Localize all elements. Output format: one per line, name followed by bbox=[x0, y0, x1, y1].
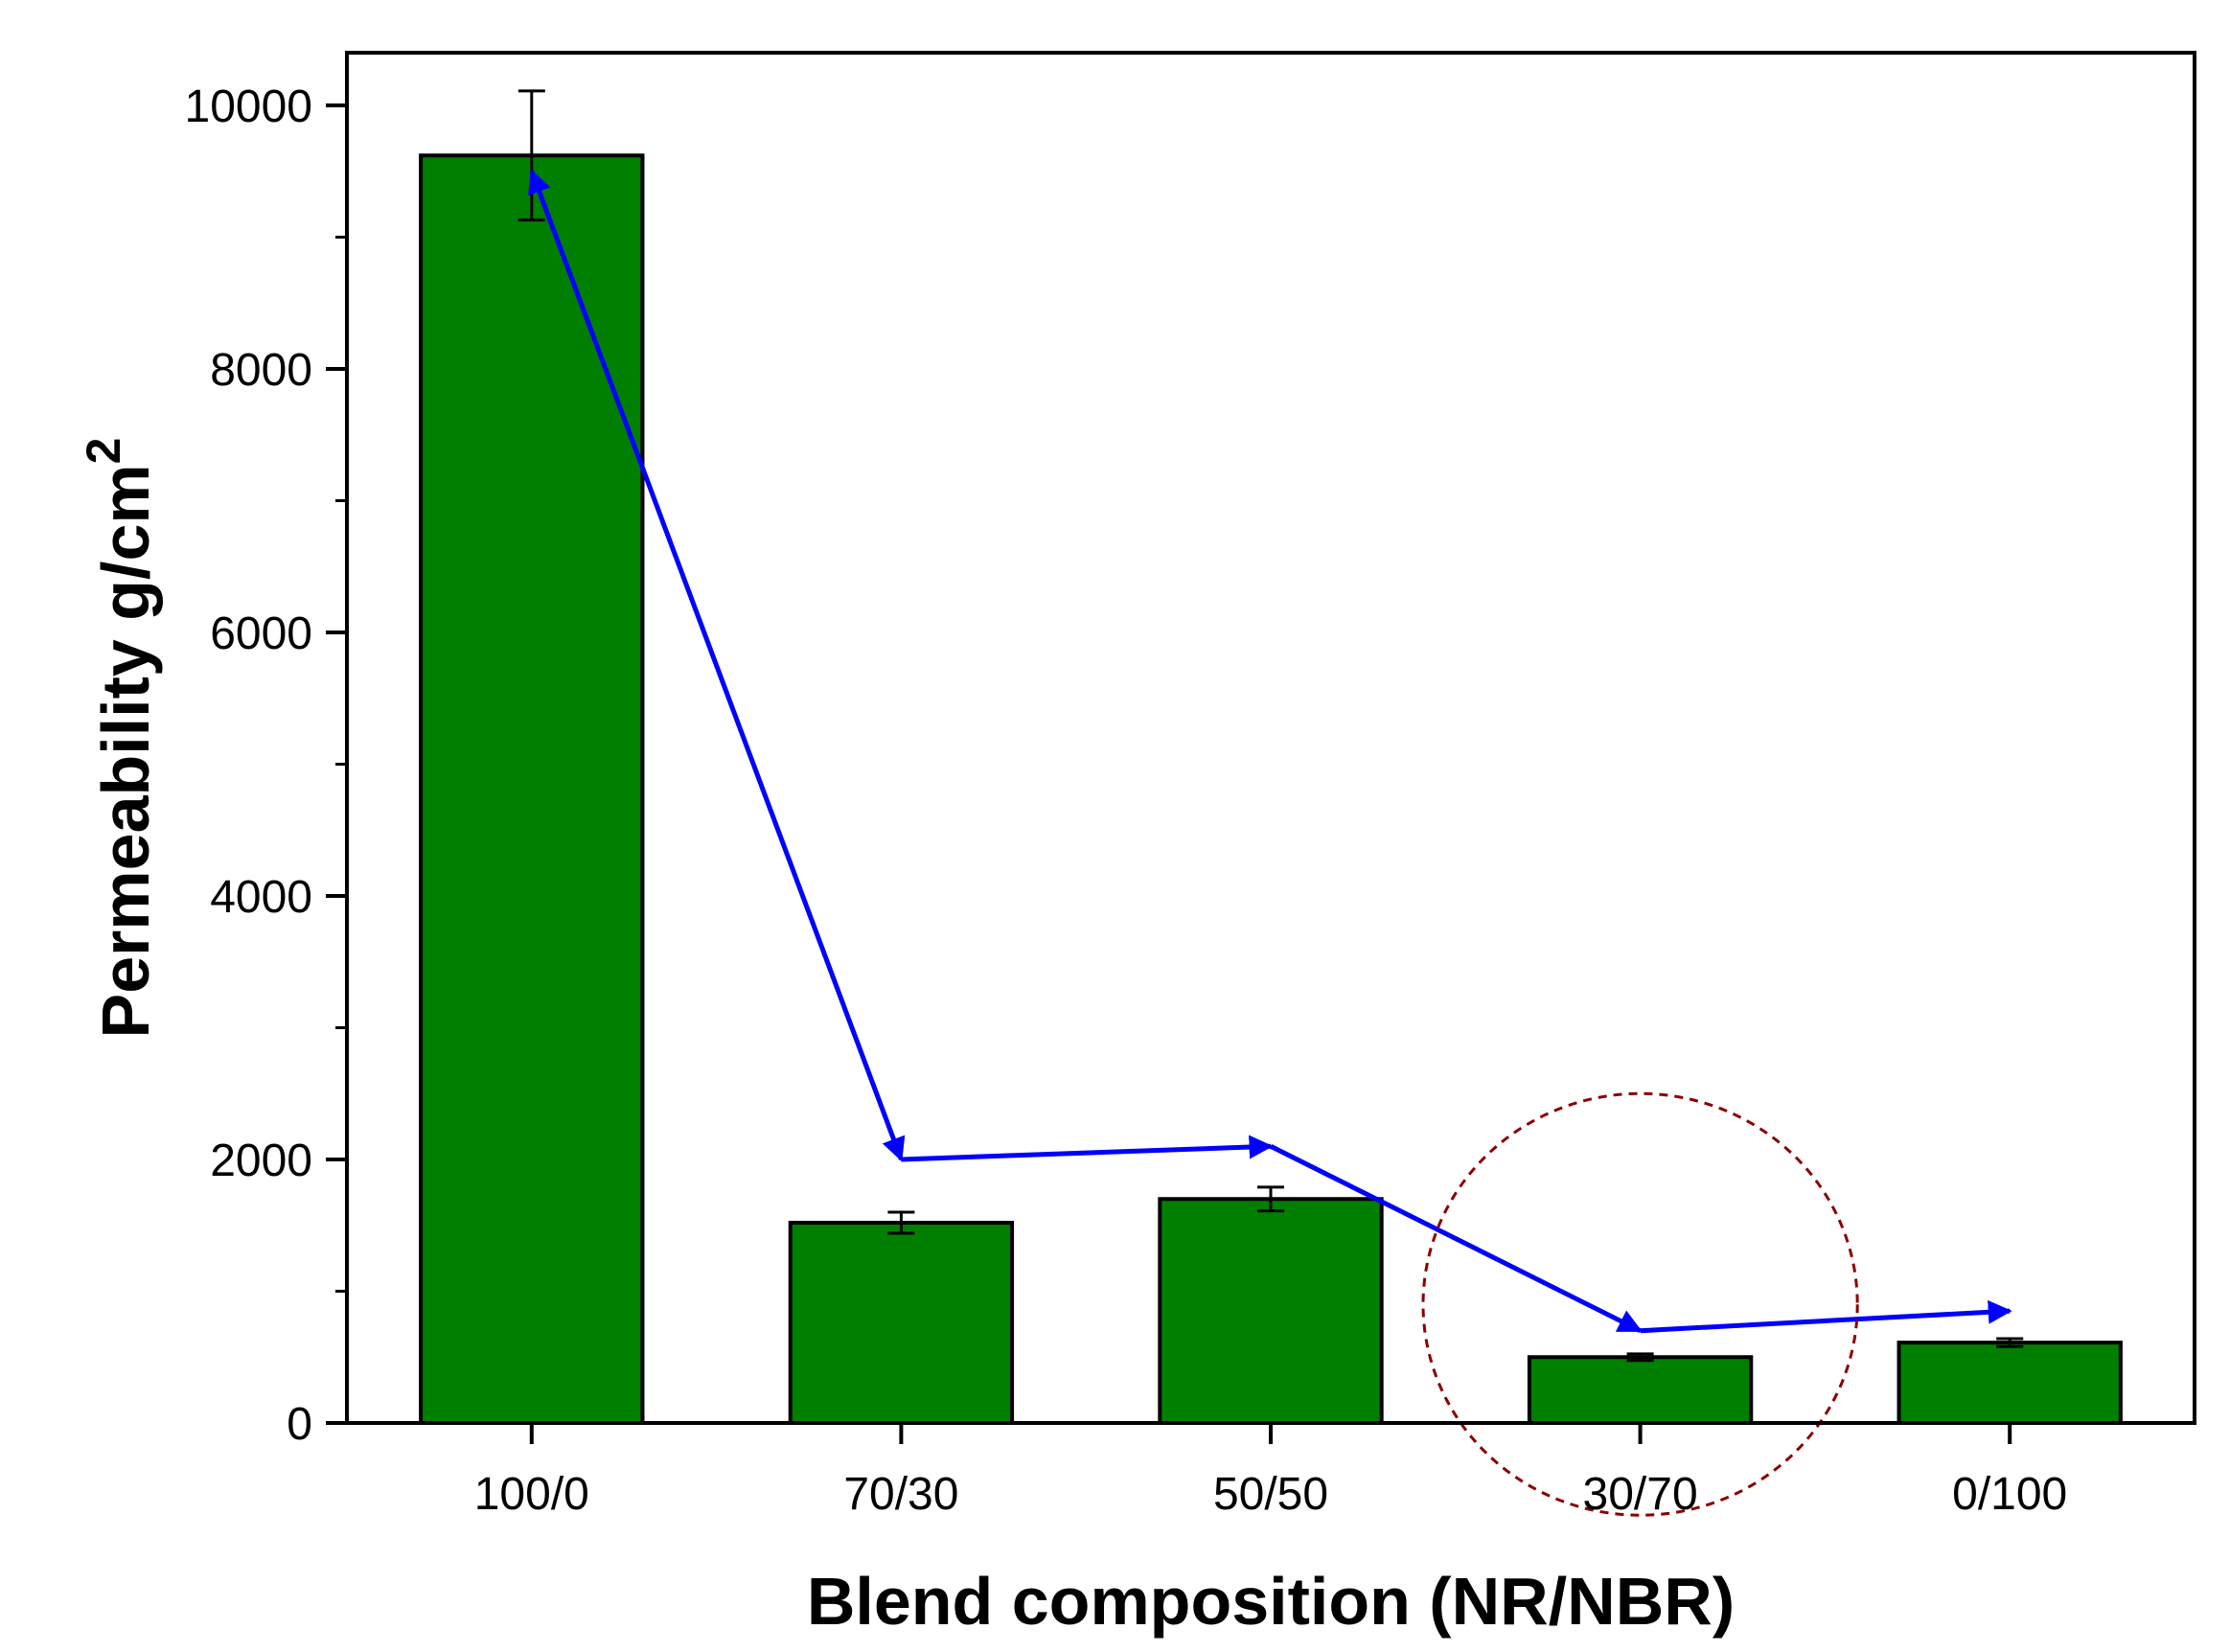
y-tick-label: 0 bbox=[287, 1399, 312, 1450]
y-tick-label: 6000 bbox=[210, 608, 312, 659]
x-tick-label: 30/70 bbox=[1583, 1469, 1698, 1520]
x-tick-label: 50/50 bbox=[1213, 1469, 1328, 1520]
x-tick-label: 70/30 bbox=[843, 1469, 958, 1520]
bar-100-0 bbox=[419, 153, 645, 1425]
bar-0-100 bbox=[1897, 1341, 2123, 1425]
bar-50-50 bbox=[1158, 1197, 1384, 1425]
y-tick-label: 4000 bbox=[210, 872, 312, 923]
trend-arrow-segment bbox=[1269, 1144, 1643, 1333]
bar-30-70 bbox=[1527, 1355, 1754, 1425]
y-tick-label: 10000 bbox=[185, 81, 312, 132]
y-axis: 0 2000 4000 6000 8000 10000 bbox=[185, 81, 347, 1450]
y-axis-title: Permeability g/cm2 bbox=[77, 438, 163, 1039]
x-axis: 100/0 70/30 50/50 30/70 0/100 bbox=[474, 1423, 2067, 1520]
y-tick-label: 8000 bbox=[210, 345, 312, 396]
x-tick-label: 0/100 bbox=[1952, 1469, 2067, 1520]
trend-arrow-segment bbox=[1640, 1299, 2012, 1334]
bars-layer bbox=[419, 153, 2123, 1425]
y-tick-label: 2000 bbox=[210, 1136, 312, 1186]
bar-70-30 bbox=[788, 1221, 1015, 1425]
error-bars-layer bbox=[517, 89, 2024, 1363]
trend-arrow-segment bbox=[527, 169, 906, 1162]
x-axis-title: Blend composition (NR/NBR) bbox=[807, 1564, 1735, 1639]
y-axis-title-superscript: 2 bbox=[77, 438, 130, 465]
trend-arrow-segment bbox=[901, 1135, 1274, 1162]
x-tick-label: 100/0 bbox=[474, 1469, 589, 1520]
annotation-layer bbox=[527, 169, 2012, 1517]
y-axis-title-text: Permeability g/cm bbox=[88, 464, 163, 1038]
highlight-circle bbox=[1421, 1091, 1859, 1517]
